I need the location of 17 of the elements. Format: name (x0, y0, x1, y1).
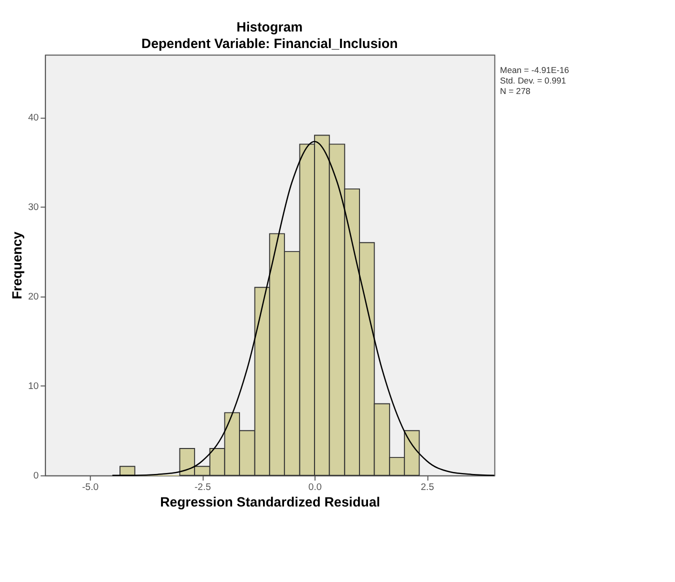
text: Mean = -4.91E-16 (500, 64, 570, 75)
y-axis-title: Frequency (9, 231, 24, 300)
x-tick-label: 0.0 (308, 482, 322, 494)
chart-subtitle: Dependent Variable: Financial_Inclusion (141, 36, 398, 51)
x-axis-title: Regression Standardized Residual (160, 494, 380, 510)
text: Std. Dev. = 0.991 (500, 75, 566, 86)
chart-title: Histogram (236, 20, 303, 35)
y-tick-label: 0 (33, 470, 39, 482)
x-tick-label: 2.5 (420, 482, 434, 494)
x-tick-label: -5.0 (82, 482, 99, 494)
y-tick-label: 30 (28, 202, 39, 214)
text: N = 278 (500, 86, 531, 96)
line-series (112, 140, 495, 476)
y-tick-label: 20 (28, 292, 39, 303)
y-tick-label: 10 (28, 381, 39, 392)
y-tick-label: 40 (28, 112, 39, 124)
x-tick-label: -2.5 (194, 482, 211, 494)
